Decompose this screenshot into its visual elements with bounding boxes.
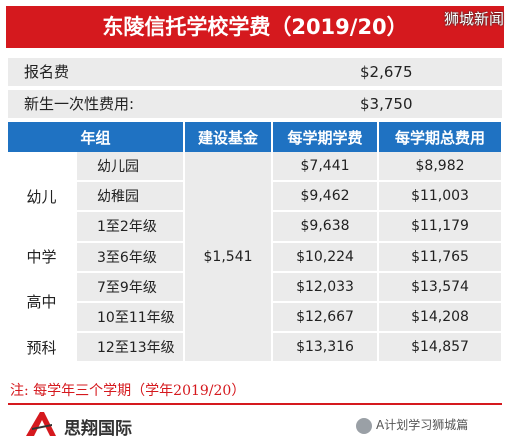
header-building-fund: 建设基金 bbox=[184, 122, 274, 152]
grade-cell: 10至11年级 bbox=[76, 301, 186, 334]
grade-cell: 7至9年级 bbox=[76, 271, 186, 303]
brand-name: 思翔国际 bbox=[64, 419, 132, 439]
registration-fee-label: 报名费 bbox=[24, 63, 70, 81]
table-header-row: 年组 建设基金 每学期学费 每学期总费用 bbox=[8, 122, 504, 152]
onetime-fee-value: $3,750 bbox=[360, 95, 413, 113]
registration-fee-row: 报名费 $2,675 bbox=[8, 58, 502, 86]
tuition-cell: $9,638 bbox=[272, 211, 380, 243]
footnote: 注: 每学年三个学期（学年2019/20） bbox=[10, 383, 246, 399]
header-grade: 年组 bbox=[8, 122, 186, 152]
page-title: 东陵信托学校学费（2019/20） bbox=[6, 6, 504, 48]
stage-high: 高中 bbox=[8, 271, 77, 334]
header-tuition: 每学期学费 bbox=[272, 122, 380, 152]
table-row: 预科 12至13年级 $13,316 $14,857 bbox=[8, 332, 504, 364]
onetime-fee-label: 新生一次性费用: bbox=[24, 95, 135, 113]
tuition-cell: $12,667 bbox=[272, 301, 380, 334]
grade-cell: 幼稚园 bbox=[76, 181, 186, 213]
grade-cell: 12至13年级 bbox=[76, 332, 186, 364]
table-row: 幼稚园 $9,462 $11,003 bbox=[8, 181, 504, 213]
total-cell: $14,857 bbox=[378, 332, 504, 364]
total-cell: $11,003 bbox=[378, 181, 504, 213]
table-row: 10至11年级 $12,667 $14,208 bbox=[8, 301, 504, 334]
stage-prep: 预科 bbox=[8, 332, 77, 364]
stage-middle: 中学 bbox=[8, 241, 77, 273]
building-fund-cell: $1,541 bbox=[184, 152, 274, 364]
tuition-cell: $10,224 bbox=[272, 241, 380, 273]
fee-table: 年组 建设基金 每学期学费 每学期总费用 幼儿 幼儿园 $1,541 $7,44… bbox=[8, 122, 504, 364]
wechat-account-name: A计划学习狮城篇 bbox=[376, 418, 469, 432]
onetime-fee-row: 新生一次性费用: $3,750 bbox=[8, 90, 502, 118]
total-cell: $11,179 bbox=[378, 211, 504, 243]
total-cell: $13,574 bbox=[378, 271, 504, 303]
total-cell: $14,208 bbox=[378, 301, 504, 334]
table-row: 中学 3至6年级 $10,224 $11,765 bbox=[8, 241, 504, 273]
table-row: 高中 7至9年级 $12,033 $13,574 bbox=[8, 271, 504, 334]
grade-cell: 幼儿园 bbox=[76, 152, 186, 183]
brand-logo-icon bbox=[26, 412, 56, 436]
stage-kindergarten: 幼儿 bbox=[8, 152, 77, 243]
divider bbox=[8, 403, 502, 405]
tuition-cell: $7,441 bbox=[272, 152, 380, 183]
wechat-account: A计划学习狮城篇 bbox=[356, 416, 468, 434]
tuition-cell: $12,033 bbox=[272, 271, 380, 303]
header-total: 每学期总费用 bbox=[378, 122, 504, 152]
grade-cell: 1至2年级 bbox=[76, 211, 186, 243]
wechat-icon bbox=[356, 417, 372, 434]
watermark: 狮城新闻 bbox=[443, 10, 504, 28]
registration-fee-value: $2,675 bbox=[360, 63, 413, 81]
table-row: 幼儿 幼儿园 $1,541 $7,441 $8,982 bbox=[8, 152, 504, 364]
tuition-cell: $9,462 bbox=[272, 181, 380, 213]
grade-cell: 3至6年级 bbox=[76, 241, 186, 273]
total-cell: $11,765 bbox=[378, 241, 504, 273]
total-cell: $8,982 bbox=[378, 152, 504, 183]
table-row: 1至2年级 $9,638 $11,179 bbox=[8, 211, 504, 243]
tuition-cell: $13,316 bbox=[272, 332, 380, 364]
